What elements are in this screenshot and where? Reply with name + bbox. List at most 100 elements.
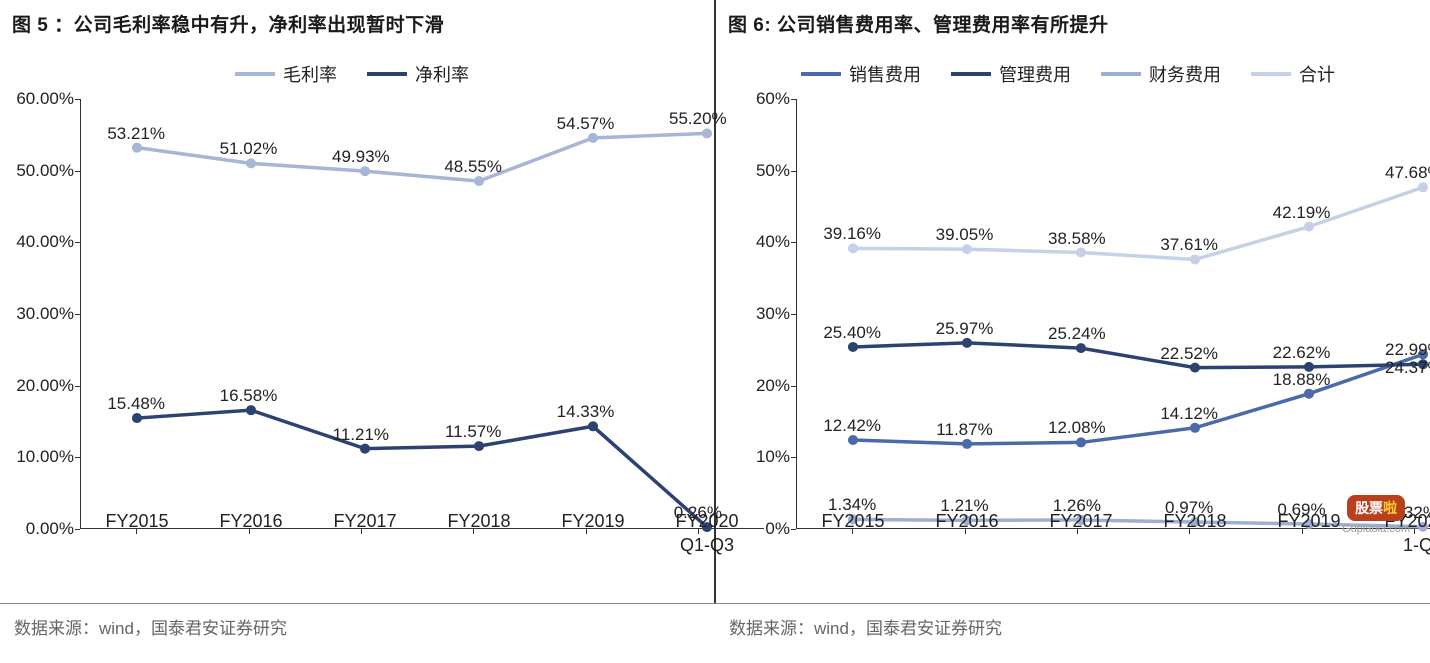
data-label: 25.97% (936, 319, 994, 339)
y-tick-label: 60.00% (16, 89, 74, 109)
y-tick-label: 40% (756, 232, 790, 252)
legend-label: 销售费用 (849, 61, 921, 87)
data-point (1190, 423, 1200, 433)
data-label: 24.37% (1385, 358, 1430, 378)
data-point (962, 338, 972, 348)
data-label: 22.99% (1385, 340, 1430, 360)
data-label: 51.02% (220, 139, 278, 159)
y-tick-label: 0% (765, 519, 790, 539)
y-axis-left: 0.00%10.00%20.00%30.00%40.00%50.00%60.00… (10, 99, 80, 529)
data-point (1304, 222, 1314, 232)
y-tick-label: 50.00% (16, 161, 74, 181)
source-left: 数据来源：wind，国泰君安证券研究 (0, 604, 715, 649)
x-tick-label: FY2018 (422, 510, 536, 557)
legend-label: 财务费用 (1149, 61, 1221, 87)
legend-item: 财务费用 (1101, 61, 1221, 87)
legend-swatch-icon (801, 72, 841, 76)
legend-swatch-icon (367, 72, 407, 76)
data-point (132, 143, 142, 153)
data-label: 11.87% (936, 420, 992, 440)
data-point (1076, 343, 1086, 353)
legend-item: 毛利率 (235, 61, 337, 87)
data-label: 1.34% (828, 495, 876, 515)
y-tick-label: 20.00% (16, 376, 74, 396)
charts-container: 图 5 ：公司毛利率稳中有升，净利率出现暂时下滑 毛利率 净利率 0.00%10… (0, 0, 1430, 604)
chart-area-right: 销售费用 管理费用 财务费用 合计 0%10%20%30%40%50 (716, 43, 1430, 603)
series-line (853, 187, 1423, 259)
y-tick-label: 60% (756, 89, 790, 109)
legend-item: 管理费用 (951, 61, 1071, 87)
data-label: 16.58% (220, 386, 278, 406)
legend-swatch-icon (235, 72, 275, 76)
data-label: 37.61% (1160, 235, 1218, 255)
y-tick-label: 10.00% (16, 447, 74, 467)
legend-label: 毛利率 (283, 61, 337, 87)
y-tick-label: 50% (756, 161, 790, 181)
chart-area-left: 毛利率 净利率 0.00% 10.00% 20.00% 30.00% 40.00% 50.… (0, 43, 714, 603)
data-label: 0.97% (1165, 498, 1213, 518)
x-tick-label: FY2017 (1024, 510, 1138, 557)
legend-label: 净利率 (415, 61, 469, 87)
y-tick-label: 30.00% (16, 304, 74, 324)
data-point (1076, 248, 1086, 258)
data-label: 54.57% (557, 114, 615, 134)
data-label: 12.42% (823, 416, 881, 436)
legend-item: 净利率 (367, 61, 469, 87)
data-point (962, 244, 972, 254)
data-label: 25.24% (1048, 324, 1106, 344)
y-tick-label: 0.00% (26, 519, 74, 539)
data-label: 38.58% (1048, 229, 1106, 249)
legend-swatch-icon (1101, 72, 1141, 76)
data-point (1418, 182, 1428, 192)
data-label: 53.21% (107, 124, 165, 144)
data-label: 0.69% (1277, 500, 1325, 520)
watermark-text: Gupiaola.com (1342, 523, 1410, 535)
legend-label: 管理费用 (999, 61, 1071, 87)
y-tick-label: 30% (756, 304, 790, 324)
legend-item: 销售费用 (801, 61, 921, 87)
x-tick-label: FY2016 (910, 510, 1024, 557)
y-tick-label: 40.00% (16, 232, 74, 252)
data-point (1304, 389, 1314, 399)
data-label: 14.12% (1160, 404, 1218, 424)
chart-title-right: 图 6: 公司销售费用率、管理费用率有所提升 (716, 0, 1430, 43)
data-label: 1.21% (940, 496, 988, 516)
data-label: 39.05% (936, 225, 994, 245)
data-label: 0.26% (674, 503, 722, 523)
legend-right: 销售费用 管理费用 财务费用 合计 (726, 53, 1410, 99)
data-point (1076, 437, 1086, 447)
data-point (474, 176, 484, 186)
data-point (702, 128, 712, 138)
y-axis-right: 0%10%20%30%40%50%60% (726, 99, 796, 529)
data-label: 18.88% (1273, 370, 1331, 390)
x-tick-label: FY2019 (536, 510, 650, 557)
data-label: 22.62% (1273, 343, 1331, 363)
source-row: 数据来源：wind，国泰君安证券研究 数据来源：wind，国泰君安证券研究 (0, 604, 1430, 649)
data-label: 47.68% (1385, 163, 1430, 183)
data-point (1190, 363, 1200, 373)
data-label: 25.40% (823, 323, 881, 343)
data-point (132, 413, 142, 423)
data-point (848, 342, 858, 352)
data-point (588, 421, 598, 431)
data-point (360, 444, 370, 454)
series-line (853, 343, 1423, 368)
data-label: 1.26% (1053, 496, 1101, 516)
y-tick-label: 20% (756, 376, 790, 396)
x-axis-right: FY2015FY2016FY2017FY2018FY2019FY2020Q 1-… (796, 510, 1430, 557)
data-label: 39.16% (823, 224, 881, 244)
data-point (360, 166, 370, 176)
data-label: 12.08% (1048, 418, 1106, 438)
data-point (474, 441, 484, 451)
data-point (246, 405, 256, 415)
data-point (962, 439, 972, 449)
plot-area-left: 0.00%10.00%20.00%30.00%40.00%50.00%60.00… (80, 99, 764, 529)
data-point (1190, 254, 1200, 264)
legend-swatch-icon (1251, 72, 1291, 76)
watermark-badge-icon: 股票啦 (1347, 495, 1405, 521)
x-tick-label: FY2016 (194, 510, 308, 557)
data-point (246, 158, 256, 168)
data-label: 48.55% (444, 157, 502, 177)
data-point (588, 133, 598, 143)
watermark: 股票啦 Gupiaola.com (1342, 495, 1410, 535)
